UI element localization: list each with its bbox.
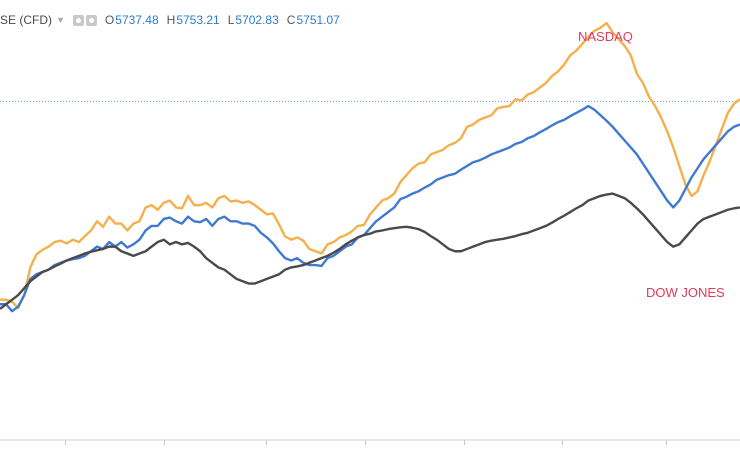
series-layer: [0, 21, 740, 313]
open-label: O: [104, 13, 115, 27]
open-value: 5737.48: [115, 13, 159, 27]
series-label-nasdaq: NASDAQ: [578, 29, 633, 44]
low-label: L: [227, 13, 235, 27]
close-label: C: [286, 13, 296, 27]
low-value: 5702.83: [235, 13, 279, 27]
series-line-nasdaq: [0, 21, 740, 310]
series-label-dow-jones: DOW JONES: [646, 285, 725, 300]
series-line-dow-jones: [0, 192, 740, 310]
symbol-name[interactable]: SE (CFD): [0, 13, 52, 27]
high-value: 5753.21: [176, 13, 220, 27]
settings-icon[interactable]: [72, 14, 84, 26]
series-line-sp500: [0, 104, 740, 313]
time-axis-ticks: [65, 440, 667, 445]
high-label: H: [166, 13, 176, 27]
visibility-icon[interactable]: [85, 14, 97, 26]
dropdown-caret-icon[interactable]: ▼: [56, 15, 65, 25]
close-value: 5751.07: [296, 13, 340, 27]
